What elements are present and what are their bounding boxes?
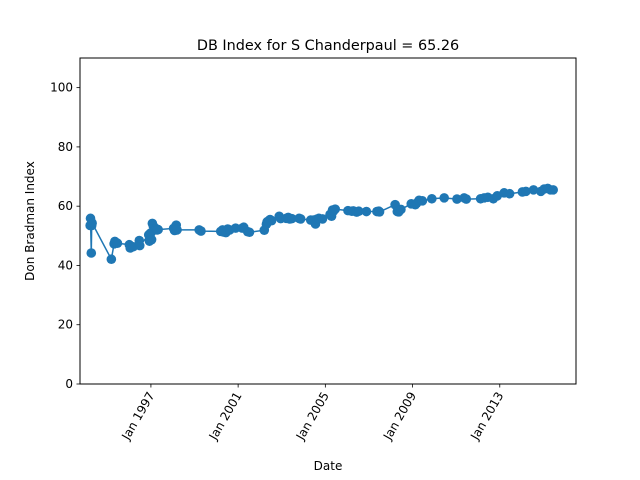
data-point: [106, 254, 117, 265]
y-axis-label: Don Bradman Index: [23, 161, 37, 281]
y-axis: 0 20 40 60 80 100: [50, 81, 80, 391]
data-point: [134, 240, 145, 251]
data-point: [374, 207, 385, 217]
data-point: [146, 234, 157, 245]
data-point: [521, 186, 531, 197]
y-tick-label: 60: [58, 199, 73, 213]
y-tick-label: 100: [50, 81, 73, 95]
data-point: [244, 227, 255, 238]
x-axis-label: Date: [314, 459, 343, 473]
data-point: [196, 226, 206, 236]
plot-axes-frame: [79, 57, 577, 385]
data-point: [86, 248, 97, 258]
data-point: [153, 224, 163, 235]
data-point: [452, 194, 462, 204]
y-tick-label: 20: [58, 318, 73, 332]
data-point: [461, 194, 472, 204]
data-point: [330, 204, 340, 214]
data-point: [266, 215, 277, 226]
data-point: [361, 206, 372, 217]
y-tick-label: 80: [58, 140, 73, 154]
data-point: [112, 238, 123, 249]
data-point: [528, 185, 539, 195]
data-point: [287, 213, 297, 224]
data-point: [504, 188, 515, 199]
data-point: [87, 218, 97, 228]
data-point: [439, 193, 449, 203]
data-point: [172, 225, 182, 235]
y-tick-label: 0: [65, 377, 73, 391]
data-point: [396, 204, 406, 215]
data-point: [427, 193, 437, 204]
plot-area: [79, 57, 577, 385]
data-point: [295, 214, 306, 224]
data-point: [548, 185, 558, 195]
series-layer: [85, 183, 558, 265]
data-point: [417, 196, 428, 206]
data-point: [230, 223, 241, 233]
y-tick-label: 40: [58, 258, 73, 272]
data-point: [317, 214, 328, 224]
data-point: [353, 206, 364, 217]
chart-title: DB Index for S Chanderpaul = 65.26: [197, 38, 459, 54]
